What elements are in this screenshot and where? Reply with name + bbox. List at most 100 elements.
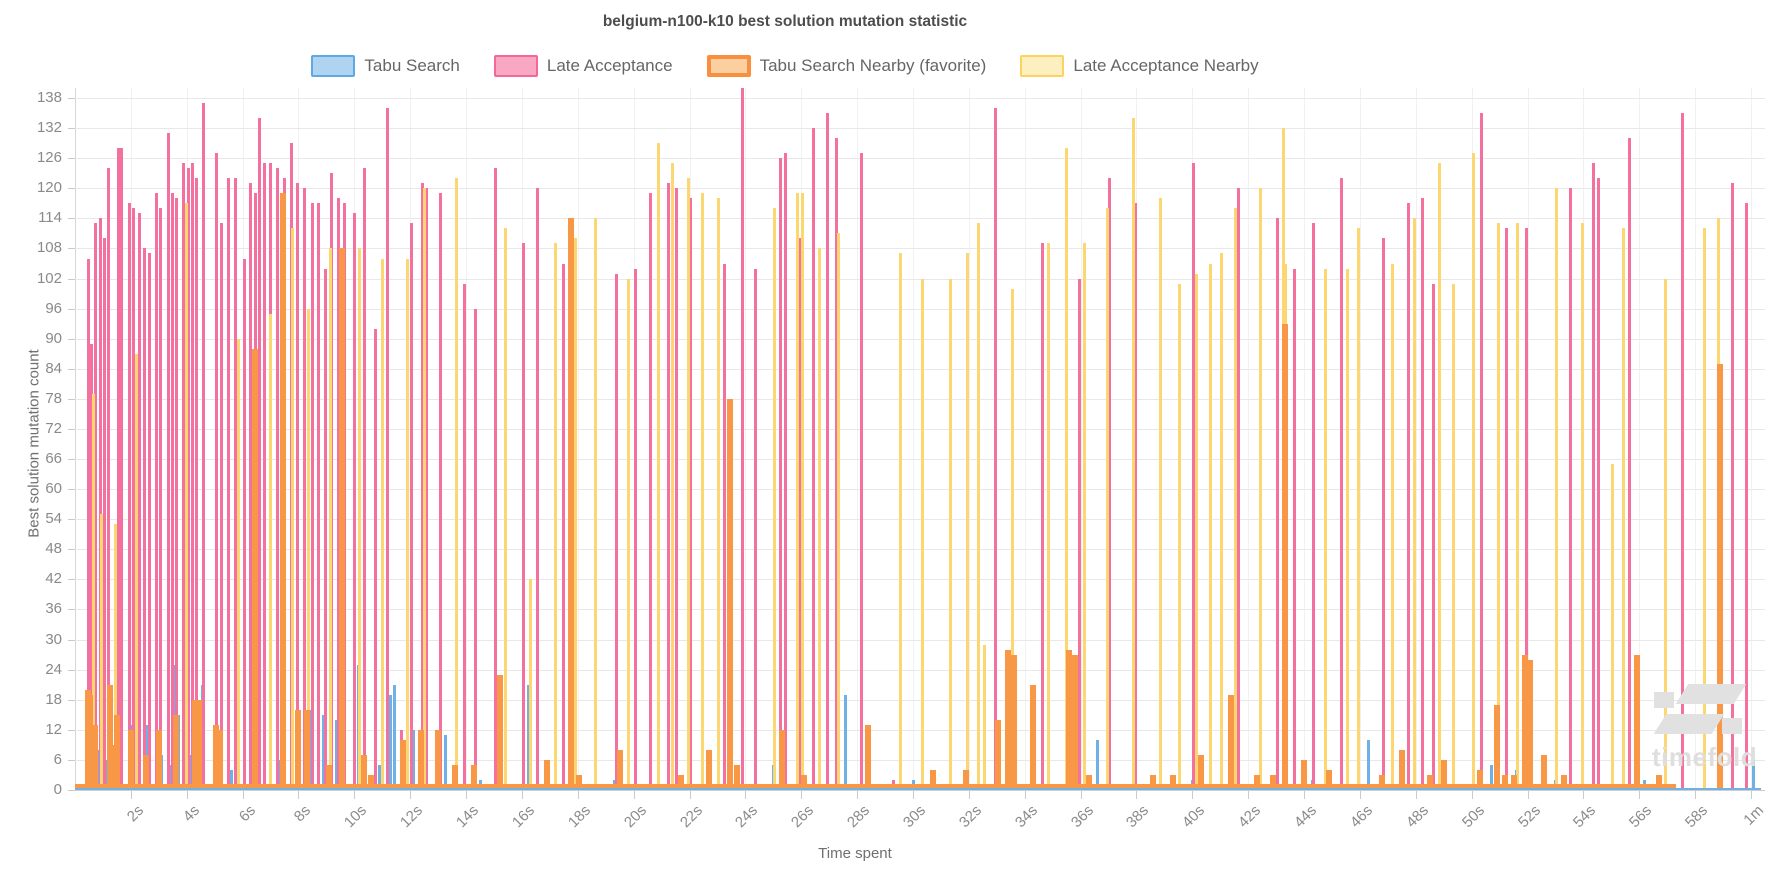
bar-late-acceptance-nearby[interactable] xyxy=(717,198,721,790)
bar-late-acceptance-nearby[interactable] xyxy=(1664,278,1668,790)
bar-late-acceptance[interactable] xyxy=(147,253,151,790)
bar-late-acceptance[interactable] xyxy=(1569,188,1573,790)
legend-item-tabu-search-nearby-favorite-[interactable]: Tabu Search Nearby (favorite) xyxy=(706,55,986,77)
bar-tabu-search[interactable] xyxy=(393,684,397,790)
bar-late-acceptance-nearby[interactable] xyxy=(594,218,598,790)
bar-late-acceptance-nearby[interactable] xyxy=(1622,228,1626,790)
bar-late-acceptance-nearby[interactable] xyxy=(1580,223,1584,790)
bar-late-acceptance[interactable] xyxy=(87,258,91,790)
bar-late-acceptance[interactable] xyxy=(158,208,162,790)
bar-tabu-search-nearby-favorite-[interactable] xyxy=(368,774,375,790)
bar-tabu-search-nearby-favorite-[interactable] xyxy=(127,729,134,790)
bar-tabu-search-nearby-favorite-[interactable] xyxy=(1426,774,1433,790)
bar-late-acceptance[interactable] xyxy=(127,203,131,790)
bar-late-acceptance[interactable] xyxy=(812,128,816,790)
bar-tabu-search-nearby-favorite-[interactable] xyxy=(1717,363,1724,790)
bar-tabu-search[interactable] xyxy=(377,764,381,790)
bar-tabu-search-nearby-favorite-[interactable] xyxy=(91,724,98,790)
bar-late-acceptance-nearby[interactable] xyxy=(329,248,333,790)
bar-late-acceptance-nearby[interactable] xyxy=(965,253,969,790)
bar-tabu-search-nearby-favorite-[interactable] xyxy=(1502,774,1509,790)
bar-late-acceptance[interactable] xyxy=(323,268,327,790)
bar-late-acceptance[interactable] xyxy=(190,163,194,790)
bar-late-acceptance[interactable] xyxy=(119,148,123,790)
bar-late-acceptance[interactable] xyxy=(1597,178,1601,790)
bar-late-acceptance[interactable] xyxy=(741,88,745,790)
bar-tabu-search-nearby-favorite-[interactable] xyxy=(1253,774,1260,790)
bar-late-acceptance[interactable] xyxy=(102,238,106,790)
bar-late-acceptance-nearby[interactable] xyxy=(1083,243,1087,790)
bar-tabu-search-nearby-favorite-[interactable] xyxy=(1326,769,1333,790)
bar-late-acceptance-nearby[interactable] xyxy=(1438,163,1442,790)
bar-late-acceptance-nearby[interactable] xyxy=(269,313,273,790)
bar-tabu-search-nearby-favorite-[interactable] xyxy=(451,764,458,790)
bar-late-acceptance-nearby[interactable] xyxy=(977,223,981,790)
bar-late-acceptance-nearby[interactable] xyxy=(686,178,690,790)
bar-tabu-search-nearby-favorite-[interactable] xyxy=(1086,774,1092,790)
bar-late-acceptance-nearby[interactable] xyxy=(185,203,189,790)
bar-late-acceptance-nearby[interactable] xyxy=(1516,223,1520,790)
bar-late-acceptance-nearby[interactable] xyxy=(291,228,295,790)
bar-late-acceptance[interactable] xyxy=(667,183,671,790)
bar-late-acceptance[interactable] xyxy=(362,168,366,790)
bar-tabu-search-nearby-favorite-[interactable] xyxy=(567,218,574,790)
bar-late-acceptance-nearby[interactable] xyxy=(1209,263,1212,790)
bar-tabu-search-nearby-favorite-[interactable] xyxy=(252,348,259,790)
bar-tabu-search-nearby-favorite-[interactable] xyxy=(778,729,785,790)
bar-late-acceptance[interactable] xyxy=(295,183,299,790)
bar-late-acceptance[interactable] xyxy=(439,193,443,790)
bar-late-acceptance[interactable] xyxy=(98,218,102,790)
bar-tabu-search-nearby-favorite-[interactable] xyxy=(303,709,310,790)
bar-tabu-search-nearby-favorite-[interactable] xyxy=(678,774,685,790)
bar-tabu-search-nearby-favorite-[interactable] xyxy=(400,739,407,790)
bar-late-acceptance-nearby[interactable] xyxy=(700,193,704,790)
bar-late-acceptance[interactable] xyxy=(1407,203,1411,790)
bar-tabu-search-nearby-favorite-[interactable] xyxy=(196,699,203,790)
bar-tabu-search-nearby-favorite-[interactable] xyxy=(995,719,1002,790)
bar-tabu-search-nearby-favorite-[interactable] xyxy=(1440,759,1447,790)
bar-late-acceptance[interactable] xyxy=(1340,178,1344,790)
bar-late-acceptance[interactable] xyxy=(834,138,838,790)
bar-late-acceptance[interactable] xyxy=(410,223,414,790)
bar-late-acceptance[interactable] xyxy=(722,263,726,790)
bar-late-acceptance[interactable] xyxy=(386,108,390,790)
bar-late-acceptance[interactable] xyxy=(214,153,218,790)
bar-late-acceptance[interactable] xyxy=(302,188,306,790)
bar-late-acceptance[interactable] xyxy=(227,178,231,790)
bar-late-acceptance-nearby[interactable] xyxy=(573,238,577,790)
bar-late-acceptance[interactable] xyxy=(1236,188,1240,790)
bar-tabu-search-nearby-favorite-[interactable] xyxy=(1270,774,1277,790)
bar-tabu-search-nearby-favorite-[interactable] xyxy=(1493,704,1500,790)
bar-tabu-search-nearby-favorite-[interactable] xyxy=(1150,774,1157,790)
bar-tabu-search-nearby-favorite-[interactable] xyxy=(1004,649,1011,790)
bar-late-acceptance-nearby[interactable] xyxy=(358,248,362,790)
bar-late-acceptance[interactable] xyxy=(171,193,175,790)
bar-late-acceptance-nearby[interactable] xyxy=(626,278,630,790)
bar-late-acceptance-nearby[interactable] xyxy=(306,308,310,790)
bar-late-acceptance-nearby[interactable] xyxy=(405,258,409,790)
bar-late-acceptance-nearby[interactable] xyxy=(657,143,661,790)
bar-late-acceptance[interactable] xyxy=(220,223,224,790)
bar-tabu-search-nearby-favorite-[interactable] xyxy=(1379,774,1386,790)
bar-late-acceptance[interactable] xyxy=(249,183,253,790)
bar-late-acceptance[interactable] xyxy=(1108,178,1112,790)
bar-late-acceptance-nearby[interactable] xyxy=(114,524,117,790)
bar-late-acceptance[interactable] xyxy=(1591,163,1595,790)
bar-tabu-search-nearby-favorite-[interactable] xyxy=(576,774,583,790)
bar-late-acceptance[interactable] xyxy=(257,118,261,790)
bar-late-acceptance-nearby[interactable] xyxy=(1611,464,1615,790)
bar-late-acceptance-nearby[interactable] xyxy=(801,193,805,790)
bar-late-acceptance[interactable] xyxy=(373,328,377,790)
bar-tabu-search-nearby-favorite-[interactable] xyxy=(1281,323,1288,790)
bar-late-acceptance[interactable] xyxy=(234,178,238,790)
bar-tabu-search[interactable] xyxy=(334,719,338,790)
bar-late-acceptance-nearby[interactable] xyxy=(1345,268,1349,790)
bar-tabu-search-nearby-favorite-[interactable] xyxy=(616,749,623,790)
bar-late-acceptance-nearby[interactable] xyxy=(1412,218,1416,790)
bar-late-acceptance[interactable] xyxy=(798,238,802,790)
bar-tabu-search-nearby-favorite-[interactable] xyxy=(1066,649,1073,790)
bar-tabu-search-nearby-favorite-[interactable] xyxy=(106,684,113,790)
bar-late-acceptance[interactable] xyxy=(753,268,757,790)
bar-late-acceptance[interactable] xyxy=(263,163,267,790)
bar-late-acceptance[interactable] xyxy=(1681,113,1685,790)
